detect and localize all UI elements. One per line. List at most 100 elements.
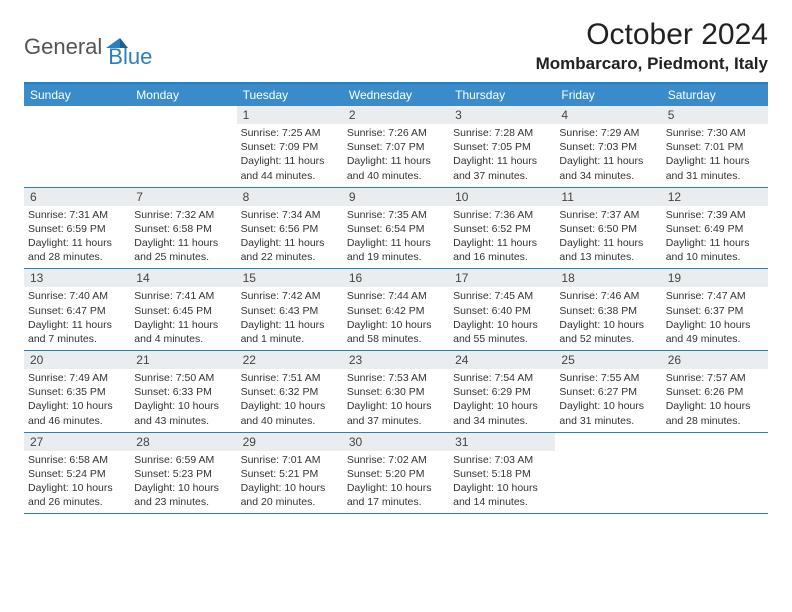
sunset-text: Sunset: 6:26 PM bbox=[666, 385, 764, 399]
location: Mombarcaro, Piedmont, Italy bbox=[536, 54, 768, 74]
sunrise-text: Sunrise: 7:54 AM bbox=[453, 371, 551, 385]
daylight-text: Daylight: 10 hours and 17 minutes. bbox=[347, 481, 445, 509]
sunset-text: Sunset: 6:37 PM bbox=[666, 304, 764, 318]
day-cell: 4Sunrise: 7:29 AMSunset: 7:03 PMDaylight… bbox=[555, 106, 661, 187]
day-number: 30 bbox=[343, 433, 449, 451]
sunset-text: Sunset: 6:29 PM bbox=[453, 385, 551, 399]
day-body: Sunrise: 7:51 AMSunset: 6:32 PMDaylight:… bbox=[237, 369, 343, 432]
daylight-text: Daylight: 10 hours and 43 minutes. bbox=[134, 399, 232, 427]
day-number: 18 bbox=[555, 269, 661, 287]
sunrise-text: Sunrise: 7:30 AM bbox=[666, 126, 764, 140]
day-body: Sunrise: 6:58 AMSunset: 5:24 PMDaylight:… bbox=[24, 451, 130, 514]
sunset-text: Sunset: 6:42 PM bbox=[347, 304, 445, 318]
day-number: 28 bbox=[130, 433, 236, 451]
sunset-text: Sunset: 6:32 PM bbox=[241, 385, 339, 399]
sunrise-text: Sunrise: 7:55 AM bbox=[559, 371, 657, 385]
day-body: Sunrise: 7:01 AMSunset: 5:21 PMDaylight:… bbox=[237, 451, 343, 514]
day-body: Sunrise: 7:42 AMSunset: 6:43 PMDaylight:… bbox=[237, 287, 343, 350]
day-cell: 27Sunrise: 6:58 AMSunset: 5:24 PMDayligh… bbox=[24, 433, 130, 514]
sunset-text: Sunset: 5:24 PM bbox=[28, 467, 126, 481]
sunrise-text: Sunrise: 7:26 AM bbox=[347, 126, 445, 140]
sunset-text: Sunset: 6:49 PM bbox=[666, 222, 764, 236]
day-body: Sunrise: 7:26 AMSunset: 7:07 PMDaylight:… bbox=[343, 124, 449, 187]
sunrise-text: Sunrise: 7:29 AM bbox=[559, 126, 657, 140]
daylight-text: Daylight: 11 hours and 22 minutes. bbox=[241, 236, 339, 264]
day-body: Sunrise: 7:44 AMSunset: 6:42 PMDaylight:… bbox=[343, 287, 449, 350]
day-cell: 30Sunrise: 7:02 AMSunset: 5:20 PMDayligh… bbox=[343, 433, 449, 514]
sunrise-text: Sunrise: 7:28 AM bbox=[453, 126, 551, 140]
daylight-text: Daylight: 10 hours and 40 minutes. bbox=[241, 399, 339, 427]
day-number: 6 bbox=[24, 188, 130, 206]
day-cell: 31Sunrise: 7:03 AMSunset: 5:18 PMDayligh… bbox=[449, 433, 555, 514]
sunset-text: Sunset: 6:54 PM bbox=[347, 222, 445, 236]
sunset-text: Sunset: 6:50 PM bbox=[559, 222, 657, 236]
sunrise-text: Sunrise: 7:45 AM bbox=[453, 289, 551, 303]
day-number: 26 bbox=[662, 351, 768, 369]
day-number: 21 bbox=[130, 351, 236, 369]
sunset-text: Sunset: 6:33 PM bbox=[134, 385, 232, 399]
sunset-text: Sunset: 6:59 PM bbox=[28, 222, 126, 236]
sunrise-text: Sunrise: 7:42 AM bbox=[241, 289, 339, 303]
day-number: 31 bbox=[449, 433, 555, 451]
day-cell: 19Sunrise: 7:47 AMSunset: 6:37 PMDayligh… bbox=[662, 269, 768, 350]
day-cell: 13Sunrise: 7:40 AMSunset: 6:47 PMDayligh… bbox=[24, 269, 130, 350]
daylight-text: Daylight: 11 hours and 31 minutes. bbox=[666, 154, 764, 182]
day-number: 15 bbox=[237, 269, 343, 287]
day-number: 27 bbox=[24, 433, 130, 451]
sunrise-text: Sunrise: 7:34 AM bbox=[241, 208, 339, 222]
day-body: Sunrise: 7:03 AMSunset: 5:18 PMDaylight:… bbox=[449, 451, 555, 514]
sunrise-text: Sunrise: 7:32 AM bbox=[134, 208, 232, 222]
day-number: 10 bbox=[449, 188, 555, 206]
daylight-text: Daylight: 11 hours and 10 minutes. bbox=[666, 236, 764, 264]
sunset-text: Sunset: 5:23 PM bbox=[134, 467, 232, 481]
daylight-text: Daylight: 11 hours and 16 minutes. bbox=[453, 236, 551, 264]
sunrise-text: Sunrise: 7:44 AM bbox=[347, 289, 445, 303]
logo-text-general: General bbox=[24, 34, 102, 60]
week-row: 13Sunrise: 7:40 AMSunset: 6:47 PMDayligh… bbox=[24, 269, 768, 351]
day-cell: 25Sunrise: 7:55 AMSunset: 6:27 PMDayligh… bbox=[555, 351, 661, 432]
day-body: Sunrise: 7:28 AMSunset: 7:05 PMDaylight:… bbox=[449, 124, 555, 187]
sunset-text: Sunset: 6:43 PM bbox=[241, 304, 339, 318]
day-header: Monday bbox=[130, 84, 236, 106]
day-body: Sunrise: 7:02 AMSunset: 5:20 PMDaylight:… bbox=[343, 451, 449, 514]
day-number: 9 bbox=[343, 188, 449, 206]
day-number: 22 bbox=[237, 351, 343, 369]
sunrise-text: Sunrise: 7:36 AM bbox=[453, 208, 551, 222]
day-body: Sunrise: 7:25 AMSunset: 7:09 PMDaylight:… bbox=[237, 124, 343, 187]
day-cell: 1Sunrise: 7:25 AMSunset: 7:09 PMDaylight… bbox=[237, 106, 343, 187]
day-cell: 9Sunrise: 7:35 AMSunset: 6:54 PMDaylight… bbox=[343, 188, 449, 269]
day-cell: 10Sunrise: 7:36 AMSunset: 6:52 PMDayligh… bbox=[449, 188, 555, 269]
logo-text-blue: Blue bbox=[108, 44, 152, 70]
day-cell: 8Sunrise: 7:34 AMSunset: 6:56 PMDaylight… bbox=[237, 188, 343, 269]
month-title: October 2024 bbox=[536, 18, 768, 52]
title-block: October 2024 Mombarcaro, Piedmont, Italy bbox=[536, 18, 768, 74]
day-header: Friday bbox=[555, 84, 661, 106]
day-body: Sunrise: 7:54 AMSunset: 6:29 PMDaylight:… bbox=[449, 369, 555, 432]
day-number: 23 bbox=[343, 351, 449, 369]
day-body: Sunrise: 7:57 AMSunset: 6:26 PMDaylight:… bbox=[662, 369, 768, 432]
daylight-text: Daylight: 11 hours and 34 minutes. bbox=[559, 154, 657, 182]
day-number: 25 bbox=[555, 351, 661, 369]
day-number: 19 bbox=[662, 269, 768, 287]
sunrise-text: Sunrise: 7:02 AM bbox=[347, 453, 445, 467]
day-body: Sunrise: 7:30 AMSunset: 7:01 PMDaylight:… bbox=[662, 124, 768, 187]
sunset-text: Sunset: 5:18 PM bbox=[453, 467, 551, 481]
day-cell: 17Sunrise: 7:45 AMSunset: 6:40 PMDayligh… bbox=[449, 269, 555, 350]
daylight-text: Daylight: 11 hours and 1 minute. bbox=[241, 318, 339, 346]
sunset-text: Sunset: 5:21 PM bbox=[241, 467, 339, 481]
sunrise-text: Sunrise: 6:58 AM bbox=[28, 453, 126, 467]
sunset-text: Sunset: 7:07 PM bbox=[347, 140, 445, 154]
day-body: Sunrise: 7:31 AMSunset: 6:59 PMDaylight:… bbox=[24, 206, 130, 269]
daylight-text: Daylight: 10 hours and 55 minutes. bbox=[453, 318, 551, 346]
day-cell bbox=[555, 433, 661, 514]
day-number: 24 bbox=[449, 351, 555, 369]
day-cell: 6Sunrise: 7:31 AMSunset: 6:59 PMDaylight… bbox=[24, 188, 130, 269]
day-body: Sunrise: 7:50 AMSunset: 6:33 PMDaylight:… bbox=[130, 369, 236, 432]
day-number: 11 bbox=[555, 188, 661, 206]
day-header: Sunday bbox=[24, 84, 130, 106]
day-cell: 21Sunrise: 7:50 AMSunset: 6:33 PMDayligh… bbox=[130, 351, 236, 432]
sunset-text: Sunset: 7:03 PM bbox=[559, 140, 657, 154]
sunset-text: Sunset: 5:20 PM bbox=[347, 467, 445, 481]
day-body: Sunrise: 7:29 AMSunset: 7:03 PMDaylight:… bbox=[555, 124, 661, 187]
daylight-text: Daylight: 10 hours and 26 minutes. bbox=[28, 481, 126, 509]
